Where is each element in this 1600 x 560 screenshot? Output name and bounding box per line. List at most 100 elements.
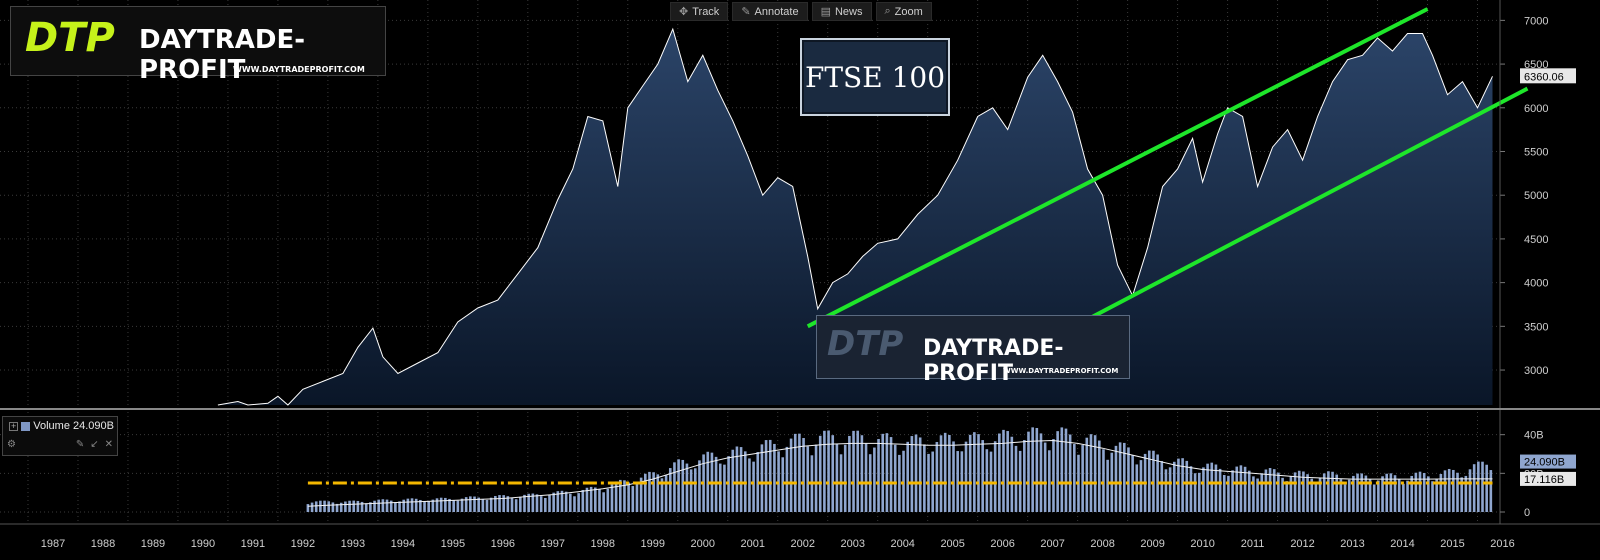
volume-bar	[689, 469, 693, 512]
volume-bar	[1035, 427, 1039, 512]
volume-bar	[439, 497, 443, 512]
year-label-2007: 2007	[1040, 538, 1064, 550]
volume-bar	[793, 433, 797, 512]
volume-bar	[723, 464, 726, 512]
volume-bar	[1293, 472, 1297, 512]
volume-bar	[356, 500, 360, 512]
volume-bar	[1406, 480, 1409, 512]
channel-upper-line	[806, 7, 1429, 329]
volume-bar	[1410, 475, 1413, 512]
price-tick-label-5000: 5000	[1524, 190, 1548, 202]
volume-bar	[656, 474, 660, 512]
volume-bar	[860, 435, 864, 512]
volume-bar	[998, 433, 1001, 512]
volume-bar	[1460, 477, 1463, 512]
volume-bar	[635, 482, 639, 512]
volume-bar	[631, 486, 635, 512]
volume-bar	[877, 438, 880, 512]
volume-bar	[602, 492, 605, 512]
volume-bar	[1027, 431, 1030, 512]
volume-bar	[1352, 475, 1355, 512]
volume-bar	[1393, 475, 1397, 512]
magnifier-icon: ⌕	[884, 5, 891, 17]
volume-bar	[1156, 454, 1159, 512]
year-label-2001: 2001	[741, 538, 765, 550]
news-button[interactable]: ▤ News	[811, 2, 872, 21]
volume-bar	[660, 478, 664, 512]
volume-bar	[885, 433, 889, 512]
year-label-1997: 1997	[541, 538, 565, 550]
volume-bar	[348, 500, 351, 512]
last-price-tag: 6360.06	[1520, 68, 1576, 84]
volume-bar	[843, 444, 847, 512]
volume-bar	[827, 430, 830, 512]
annotate-label: Annotate	[754, 5, 799, 18]
volume-bar	[939, 435, 943, 512]
logo-mark: DTP	[25, 15, 115, 61]
volume-bar	[848, 435, 851, 512]
volume-bar	[1431, 481, 1434, 512]
volume-bar	[310, 502, 314, 512]
volume-bar	[977, 434, 980, 512]
volume-bar	[1485, 464, 1488, 512]
track-button[interactable]: ✥ Track	[670, 2, 729, 21]
volume-bar	[1197, 472, 1201, 512]
volume-legend-value: 24.090B	[72, 420, 114, 432]
year-label-1989: 1989	[141, 538, 165, 550]
volume-bar	[1327, 471, 1330, 512]
volume-bar	[352, 500, 356, 512]
volume-bar	[1227, 475, 1230, 512]
volume-last-tag: 24.090B	[1524, 457, 1565, 469]
volume-bar	[381, 499, 385, 512]
volume-bar	[1073, 444, 1076, 512]
pin-icon[interactable]: ✎	[75, 439, 85, 450]
volume-bar	[519, 496, 522, 512]
annotate-button[interactable]: ✎ Annotate	[732, 2, 808, 21]
volume-bar	[898, 454, 901, 512]
volume-bar	[1202, 467, 1205, 512]
volume-tick-label-0: 0	[1524, 507, 1530, 519]
volume-bar	[1343, 484, 1347, 512]
volume-bar	[818, 435, 822, 512]
track-label: Track	[692, 5, 720, 18]
volume-bar	[1318, 477, 1322, 512]
volume-bar	[398, 501, 401, 512]
volume-bar	[1068, 434, 1072, 512]
year-label-1993: 1993	[341, 538, 365, 550]
year-label-2015: 2015	[1440, 538, 1464, 550]
year-label-1990: 1990	[191, 538, 215, 550]
volume-legend[interactable]: + Volume 24.090B ⚙ ✎ ↙ ✕	[2, 416, 118, 456]
volume-bar	[718, 463, 722, 512]
volume-bar	[1056, 431, 1059, 512]
volume-bar	[798, 433, 801, 512]
volume-bar	[985, 449, 989, 512]
volume-bar	[1018, 450, 1022, 512]
gear-icon[interactable]: ⚙	[7, 439, 16, 450]
price-line	[217, 27, 1493, 406]
year-label-2013: 2013	[1340, 538, 1364, 550]
volume-bar	[606, 488, 610, 512]
volume-bar	[460, 498, 464, 512]
zoom-button[interactable]: ⌕ Zoom	[875, 2, 932, 21]
volume-bar	[394, 502, 397, 512]
volume-bar	[752, 461, 755, 512]
last-price-tag-bg	[1520, 68, 1576, 84]
volume-bar	[1289, 476, 1293, 512]
close-icon[interactable]: ✕	[104, 439, 113, 450]
volume-bar	[1456, 472, 1459, 512]
volume-bar	[1127, 447, 1130, 512]
volume-bar	[918, 437, 922, 512]
volume-bar	[589, 486, 593, 512]
volume-bar	[735, 446, 739, 512]
volume-bar	[1368, 479, 1372, 512]
volume-bar	[573, 496, 576, 512]
volume-bar	[1347, 479, 1351, 512]
volume-bar	[452, 500, 455, 512]
collapse-icon[interactable]: ↙	[90, 439, 99, 450]
year-label-2014: 2014	[1390, 538, 1414, 550]
volume-bar	[1356, 473, 1359, 512]
volume-bar	[764, 440, 768, 512]
volume-bar	[494, 495, 497, 512]
expand-icon[interactable]: +	[9, 420, 19, 431]
volume-bar	[1060, 427, 1064, 512]
